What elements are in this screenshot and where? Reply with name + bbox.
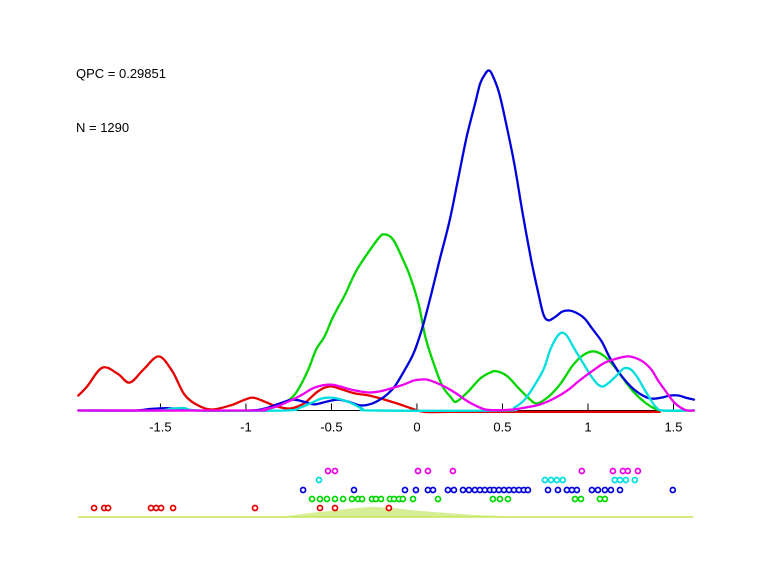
- rug-dot-red: [169, 504, 177, 512]
- rug-dot-blue: [429, 486, 437, 494]
- rug-dot-magenta: [609, 467, 617, 475]
- rug-dot-red: [147, 504, 155, 512]
- rug-dot-blue: [424, 486, 432, 494]
- rug-dot-blue: [299, 486, 307, 494]
- rug-dot-blue: [669, 486, 677, 494]
- rug-dot-blue: [601, 486, 609, 494]
- rug-dot-red: [104, 504, 112, 512]
- rug-dot-cyan: [631, 476, 639, 484]
- rug-dot-magenta: [624, 467, 632, 475]
- rug-dot-green: [316, 495, 324, 503]
- rug-dot-green: [496, 495, 504, 503]
- density-curve-magenta: [77, 355, 696, 412]
- rug-dot-green: [331, 495, 339, 503]
- rug-dot-cyan: [616, 476, 624, 484]
- rug-dot-green: [409, 495, 417, 503]
- density-curve-blue: [77, 69, 696, 412]
- x-tick-label: 0: [413, 420, 420, 435]
- rug-dot-red: [90, 504, 98, 512]
- rug-dot-magenta: [324, 467, 332, 475]
- rug-dot-blue: [350, 486, 358, 494]
- sample-count-label: N = 1290: [76, 120, 130, 135]
- x-tick-label: 1: [584, 420, 591, 435]
- rug-dot-green: [308, 495, 316, 503]
- rug-dot-green: [323, 495, 331, 503]
- rug-dot-green: [358, 495, 366, 503]
- rug-dot-magenta: [578, 467, 586, 475]
- rug-dot-blue: [616, 486, 624, 494]
- rug-dot-green: [372, 495, 380, 503]
- rug-dot-blue: [465, 486, 473, 494]
- x-tick-label: -0.5: [320, 420, 342, 435]
- density-curve-cyan: [77, 331, 696, 412]
- rug-dot-green: [339, 495, 347, 503]
- rug-dot-red: [157, 504, 165, 512]
- rug-dot-green: [571, 495, 579, 503]
- rug-dot-blue: [459, 486, 467, 494]
- rug-dot-blue: [594, 486, 602, 494]
- rug-dot-blue: [444, 486, 452, 494]
- rug-dot-cyan: [315, 476, 323, 484]
- rug-dot-magenta: [449, 467, 457, 475]
- rug-dot-green: [399, 495, 407, 503]
- rug-dot-blue: [554, 486, 562, 494]
- rug-dot-cyan: [622, 476, 630, 484]
- rug-dot-red: [331, 504, 339, 512]
- rug-dot-green: [504, 495, 512, 503]
- rug-dot-cyan: [553, 476, 561, 484]
- rug-dot-green: [434, 495, 442, 503]
- rug-dot-cyan: [559, 476, 567, 484]
- rug-dot-red: [316, 504, 324, 512]
- x-tick-label: -1: [240, 420, 252, 435]
- rug-dot-green: [377, 495, 385, 503]
- rug-dot-cyan: [547, 476, 555, 484]
- x-tick-label: -1.5: [149, 420, 171, 435]
- rug-dot-cyan: [541, 476, 549, 484]
- rug-dot-blue: [481, 486, 489, 494]
- rug-dot-blue: [544, 486, 552, 494]
- rug-dot-blue: [588, 486, 596, 494]
- rug-dot-magenta: [331, 467, 339, 475]
- rug-dot-magenta: [414, 467, 422, 475]
- rug-dot-blue: [607, 486, 615, 494]
- rug-dot-magenta: [634, 467, 642, 475]
- rug-dot-blue: [495, 486, 503, 494]
- rug-dot-magenta: [424, 467, 432, 475]
- rug-dot-red: [251, 504, 259, 512]
- x-tick-label: 1.5: [664, 420, 682, 435]
- qpc-value-label: QPC = 0.29851: [76, 66, 166, 81]
- rug-dot-green: [601, 495, 609, 503]
- rug-dot-cyan: [611, 476, 619, 484]
- rug-dot-blue: [412, 486, 420, 494]
- rug-dot-blue: [524, 486, 532, 494]
- rug-dot-red: [385, 504, 393, 512]
- x-tick-label: 0.5: [493, 420, 511, 435]
- overall-density-fill: [268, 507, 525, 517]
- stats-annotation: QPC = 0.29851 N = 1290: [76, 29, 166, 173]
- rug-dot-green: [577, 495, 585, 503]
- rug-dot-blue: [401, 486, 409, 494]
- rug-dot-blue: [450, 486, 458, 494]
- rug-dot-blue: [573, 486, 581, 494]
- rug-dot-green: [489, 495, 497, 503]
- rug-dot-green: [348, 495, 356, 503]
